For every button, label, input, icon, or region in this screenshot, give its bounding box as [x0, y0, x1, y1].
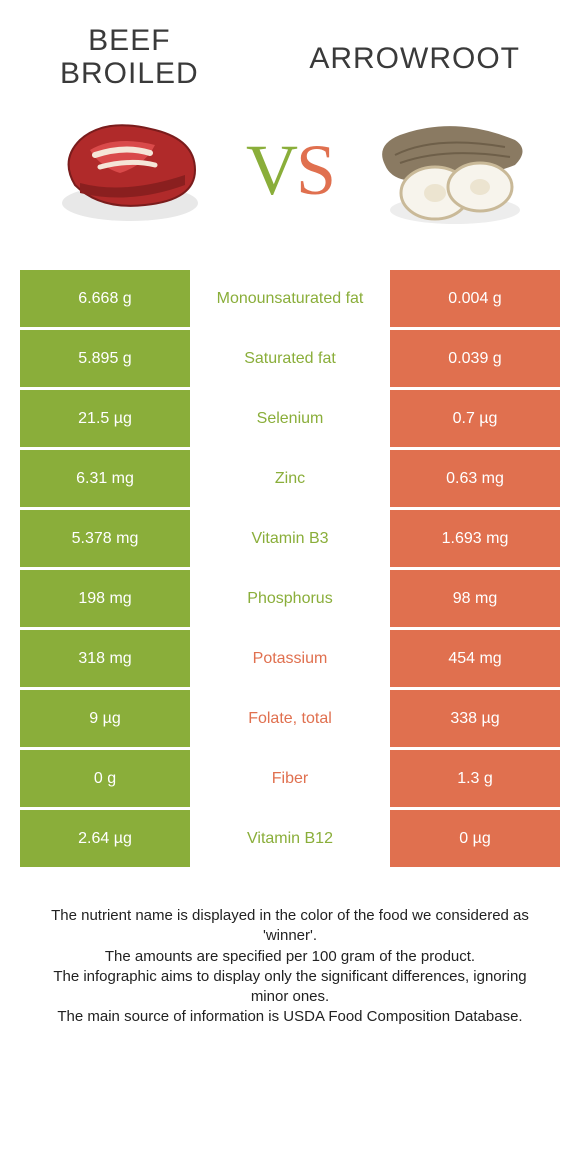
- left-value-cell: 5.895 g: [20, 330, 190, 387]
- right-value-cell: 0.7 µg: [390, 390, 560, 447]
- left-food-title: Beef broiled: [60, 24, 199, 90]
- left-value-cell: 21.5 µg: [20, 390, 190, 447]
- table-row: 5.895 gSaturated fat0.039 g: [20, 330, 560, 387]
- left-value-cell: 9 µg: [20, 690, 190, 747]
- footer-line-3: The infographic aims to display only the…: [38, 967, 542, 1008]
- table-row: 2.64 µgVitamin B120 µg: [20, 810, 560, 867]
- nutrient-name-cell: Phosphorus: [190, 570, 390, 627]
- table-row: 198 mgPhosphorus98 mg: [20, 570, 560, 627]
- footer-notes: The nutrient name is displayed in the co…: [0, 870, 580, 1028]
- vs-v: V: [246, 130, 296, 210]
- left-value-cell: 0 g: [20, 750, 190, 807]
- beef-steak-icon: [45, 105, 215, 235]
- vs-label: VS: [246, 129, 334, 212]
- right-value-cell: 0.63 mg: [390, 450, 560, 507]
- table-row: 21.5 µgSelenium0.7 µg: [20, 390, 560, 447]
- nutrient-table: 6.668 gMonounsaturated fat0.004 g5.895 g…: [20, 270, 560, 867]
- footer-line-4: The main source of information is USDA F…: [38, 1007, 542, 1027]
- right-food-title: Arrowroot: [309, 24, 520, 75]
- left-value-cell: 6.31 mg: [20, 450, 190, 507]
- nutrient-name-cell: Fiber: [190, 750, 390, 807]
- table-row: 0 gFiber1.3 g: [20, 750, 560, 807]
- left-food-image: [40, 100, 220, 240]
- nutrient-name-cell: Vitamin B3: [190, 510, 390, 567]
- nutrient-name-cell: Saturated fat: [190, 330, 390, 387]
- nutrient-name-cell: Folate, total: [190, 690, 390, 747]
- header-titles: Beef broiled Arrowroot: [0, 0, 580, 90]
- right-value-cell: 98 mg: [390, 570, 560, 627]
- right-value-cell: 338 µg: [390, 690, 560, 747]
- table-row: 6.31 mgZinc0.63 mg: [20, 450, 560, 507]
- nutrient-name-cell: Zinc: [190, 450, 390, 507]
- right-food-image: [360, 100, 540, 240]
- right-value-cell: 0.004 g: [390, 270, 560, 327]
- nutrient-name-cell: Vitamin B12: [190, 810, 390, 867]
- right-value-cell: 0.039 g: [390, 330, 560, 387]
- left-value-cell: 6.668 g: [20, 270, 190, 327]
- comparison-infographic: { "left_food": { "title": "Beef\nbroiled…: [0, 0, 580, 1028]
- arrowroot-icon: [365, 105, 535, 235]
- nutrient-name-cell: Selenium: [190, 390, 390, 447]
- right-value-cell: 1.693 mg: [390, 510, 560, 567]
- left-value-cell: 5.378 mg: [20, 510, 190, 567]
- left-value-cell: 2.64 µg: [20, 810, 190, 867]
- footer-line-2: The amounts are specified per 100 gram o…: [38, 947, 542, 967]
- right-value-cell: 454 mg: [390, 630, 560, 687]
- vs-s: S: [296, 130, 334, 210]
- nutrient-name-cell: Potassium: [190, 630, 390, 687]
- table-row: 9 µgFolate, total338 µg: [20, 690, 560, 747]
- table-row: 6.668 gMonounsaturated fat0.004 g: [20, 270, 560, 327]
- right-value-cell: 0 µg: [390, 810, 560, 867]
- left-value-cell: 198 mg: [20, 570, 190, 627]
- table-row: 318 mgPotassium454 mg: [20, 630, 560, 687]
- nutrient-name-cell: Monounsaturated fat: [190, 270, 390, 327]
- right-value-cell: 1.3 g: [390, 750, 560, 807]
- footer-line-1: The nutrient name is displayed in the co…: [38, 906, 542, 947]
- table-row: 5.378 mgVitamin B31.693 mg: [20, 510, 560, 567]
- left-value-cell: 318 mg: [20, 630, 190, 687]
- hero-row: VS: [0, 90, 580, 270]
